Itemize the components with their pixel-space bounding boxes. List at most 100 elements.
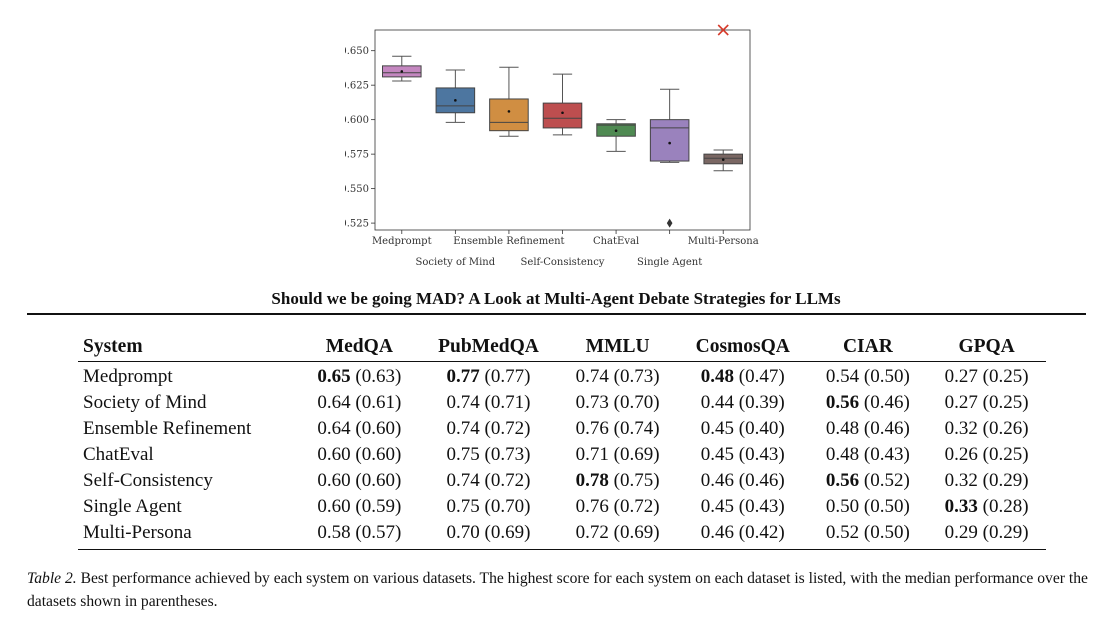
score-cell: 0.74 (0.72): [419, 416, 559, 442]
median-score: (0.60): [355, 418, 402, 439]
system-name-cell: Self-Consistency: [83, 470, 213, 491]
median-score: (0.25): [982, 366, 1029, 387]
median-score: (0.61): [355, 392, 402, 413]
x-tick-label: Single Agent: [637, 257, 702, 268]
best-score: 0.27: [944, 366, 978, 387]
mean-marker: [668, 141, 671, 145]
system-name-cell: Multi-Persona: [83, 522, 192, 543]
x-tick-label: Self-Consistency: [521, 257, 605, 268]
table-row: Ensemble Refinement 0.64 (0.60) 0.74 (0.72…: [78, 416, 1046, 442]
results-table: System MedQA PubMedQA MMLU CosmosQA CIAR…: [78, 336, 1046, 550]
median-score: (0.43): [863, 444, 910, 465]
median-score: (0.26): [982, 418, 1029, 439]
header-rule: [27, 313, 1086, 315]
best-score: 0.52: [825, 522, 860, 543]
score-cell: 0.27 (0.25): [927, 362, 1046, 391]
best-score: 0.46: [700, 470, 735, 491]
x-tick-label: Ensemble Refinement: [453, 236, 564, 247]
median-score: (0.29): [982, 522, 1029, 543]
score-cell: 0.76 (0.72): [558, 494, 677, 520]
outlier-x-marker: [717, 24, 729, 36]
best-score: 0.74: [446, 470, 480, 491]
score-cell: 0.65 (0.63): [300, 362, 419, 391]
best-score: 0.26: [944, 444, 978, 465]
score-cell: 0.45 (0.40): [677, 416, 809, 442]
median-score: (0.70): [613, 392, 660, 413]
median-score: (0.52): [863, 470, 910, 491]
best-score: 0.74: [446, 418, 480, 439]
best-score: 0.45: [700, 418, 735, 439]
best-score: 0.45: [700, 444, 735, 465]
median-score: (0.60): [355, 444, 402, 465]
median-score: (0.25): [982, 444, 1029, 465]
paper-running-title: Should we be going MAD? A Look at Multi-…: [271, 289, 841, 308]
median-score: (0.73): [484, 444, 531, 465]
median-score: (0.28): [982, 496, 1029, 517]
median-score: (0.43): [738, 496, 785, 517]
median-score: (0.73): [613, 366, 660, 387]
median-score: (0.63): [355, 366, 402, 387]
median-score: (0.77): [484, 366, 531, 387]
score-cell: 0.76 (0.74): [558, 416, 677, 442]
col-header-ciar: CIAR: [842, 336, 893, 357]
best-score: 0.75: [446, 444, 480, 465]
score-cell: 0.75 (0.73): [419, 442, 559, 468]
median-score: (0.25): [982, 392, 1029, 413]
x-tick-label: Society of Mind: [416, 257, 496, 268]
col-header-mmlu: MMLU: [585, 336, 650, 357]
best-score: 0.76: [575, 496, 609, 517]
score-cell: 0.48 (0.46): [809, 416, 928, 442]
x-tick-label: Medprompt: [372, 236, 432, 247]
score-cell: 0.64 (0.61): [300, 390, 419, 416]
col-header-gpqa: GPQA: [958, 336, 1015, 357]
score-cell: 0.58 (0.57): [300, 520, 419, 550]
y-tick-label: 0.550: [345, 184, 369, 195]
best-score: 0.78: [575, 470, 609, 491]
caption-label: Table 2.: [27, 570, 77, 587]
table-row: ChatEval 0.60 (0.60) 0.75 (0.73) 0.71 (0.69…: [78, 442, 1046, 468]
best-score: 0.45: [700, 496, 735, 517]
best-score: 0.56: [825, 470, 860, 491]
caption-text: Best performance achieved by each system…: [27, 570, 1088, 610]
best-score: 0.73: [575, 392, 609, 413]
score-cell: 0.60 (0.59): [300, 494, 419, 520]
median-score: (0.75): [613, 470, 660, 491]
median-score: (0.74): [613, 418, 660, 439]
table-row: Society of Mind 0.64 (0.61) 0.74 (0.71) 0.7…: [78, 390, 1046, 416]
y-tick-label: 0.525: [345, 219, 369, 230]
mean-marker: [614, 129, 618, 132]
table-row: Self-Consistency 0.60 (0.60) 0.74 (0.72) 0.…: [78, 468, 1046, 494]
system-name-cell: Medprompt: [83, 366, 173, 387]
score-cell: 0.54 (0.50): [809, 362, 928, 391]
best-score: 0.56: [825, 392, 860, 413]
y-tick-label: 0.600: [345, 115, 369, 126]
median-score: (0.60): [355, 470, 402, 491]
best-score: 0.75: [446, 496, 480, 517]
score-cell: 0.78 (0.75): [558, 468, 677, 494]
best-score: 0.46: [700, 522, 735, 543]
best-score: 0.58: [317, 522, 351, 543]
median-score: (0.72): [484, 470, 531, 491]
score-cell: 0.74 (0.71): [419, 390, 559, 416]
median-score: (0.46): [863, 392, 910, 413]
median-score: (0.70): [484, 496, 531, 517]
score-cell: 0.60 (0.60): [300, 468, 419, 494]
median-score: (0.39): [738, 392, 785, 413]
outlier-diamond-marker: [666, 218, 673, 228]
score-cell: 0.52 (0.50): [809, 520, 928, 550]
score-cell: 0.26 (0.25): [927, 442, 1046, 468]
median-score: (0.72): [484, 418, 531, 439]
mean-marker: [721, 158, 725, 161]
score-cell: 0.33 (0.28): [927, 494, 1046, 520]
score-cell: 0.56 (0.46): [809, 390, 928, 416]
score-cell: 0.73 (0.70): [558, 390, 677, 416]
best-score: 0.71: [575, 444, 609, 465]
median-score: (0.50): [863, 366, 910, 387]
score-cell: 0.48 (0.43): [809, 442, 928, 468]
median-score: (0.43): [738, 444, 785, 465]
median-score: (0.59): [355, 496, 402, 517]
median-score: (0.50): [863, 522, 910, 543]
col-header-cosmosqa: CosmosQA: [695, 336, 790, 357]
best-score: 0.44: [700, 392, 735, 413]
median-score: (0.46): [738, 470, 785, 491]
